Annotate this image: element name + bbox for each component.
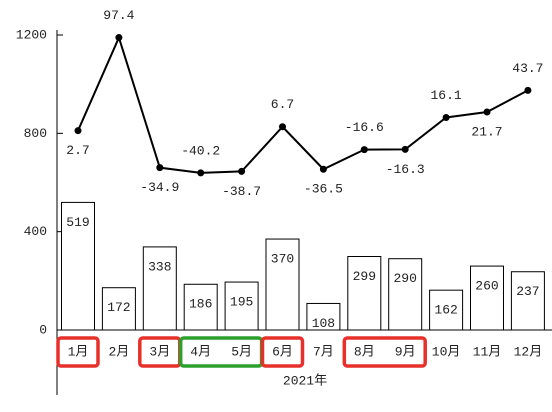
line-point <box>442 114 450 122</box>
bar-label: 186 <box>189 297 212 312</box>
bar-label: 172 <box>107 300 130 315</box>
bar <box>224 281 259 331</box>
bar <box>510 271 545 331</box>
x-tick-label: 9月 <box>395 344 416 359</box>
x-tick-label: 4月 <box>190 344 211 359</box>
x-tick-label: 3月 <box>149 344 170 359</box>
bar <box>470 265 504 331</box>
line-point <box>238 167 246 175</box>
bar <box>101 287 136 331</box>
line-point <box>197 169 205 177</box>
line-label: -38.7 <box>222 184 261 199</box>
bar-label: 237 <box>516 284 539 299</box>
bar-label: 290 <box>393 271 416 286</box>
line-label: 43.7 <box>512 61 543 76</box>
line-label: 97.4 <box>103 8 134 23</box>
highlight-box <box>260 336 305 368</box>
bar-label: 108 <box>312 316 335 331</box>
x-axis-label: 2021年 <box>283 373 327 388</box>
line-point <box>74 127 82 135</box>
line-point <box>401 145 409 153</box>
x-tick-label: 2月 <box>108 344 129 359</box>
line-point <box>524 86 532 94</box>
bar-label: 162 <box>434 303 457 318</box>
x-tick-label: 10月 <box>432 344 461 359</box>
bar-label: 370 <box>271 251 294 266</box>
bar <box>429 289 464 331</box>
line-point <box>115 34 123 42</box>
y-tick-label: 800 <box>24 126 47 141</box>
bar <box>265 238 300 331</box>
x-tick-label: 8月 <box>354 344 375 359</box>
x-tick-label: 5月 <box>231 344 252 359</box>
bar <box>306 302 341 331</box>
highlight-box <box>342 336 427 368</box>
bar <box>61 201 95 331</box>
y-tick-label: 400 <box>24 224 47 239</box>
x-tick-label: 11月 <box>473 344 502 359</box>
line-point <box>360 146 368 154</box>
line-label: -40.2 <box>181 143 220 158</box>
line-label: -36.5 <box>304 182 343 197</box>
x-tick-label: 12月 <box>514 344 543 359</box>
bar-label: 519 <box>66 215 89 230</box>
bar <box>142 246 177 331</box>
bar-label: 195 <box>230 295 253 310</box>
x-tick-label: 1月 <box>68 344 89 359</box>
line-label: -34.9 <box>140 180 179 195</box>
line-label: 21.7 <box>471 124 502 139</box>
line-point <box>156 164 164 172</box>
line-label: -16.6 <box>345 120 384 135</box>
line-label: -16.3 <box>386 162 425 177</box>
bar-label: 299 <box>353 269 376 284</box>
bar <box>388 258 423 331</box>
bar-label: 260 <box>475 279 498 294</box>
bar-label: 338 <box>148 259 171 274</box>
bar <box>347 255 382 331</box>
y-tick-label: 0 <box>39 322 47 337</box>
line-label: 16.1 <box>430 88 461 103</box>
y-tick-label: 1200 <box>16 27 47 42</box>
bar <box>183 283 218 331</box>
line-point <box>319 165 327 173</box>
line-point <box>483 108 491 116</box>
line-point <box>279 123 286 131</box>
line-label: 6.7 <box>271 97 294 112</box>
highlight-box <box>56 336 100 368</box>
x-tick-label: 7月 <box>313 344 334 359</box>
line <box>77 34 529 174</box>
x-tick-label: 6月 <box>272 344 293 359</box>
line-label: 2.7 <box>66 143 89 158</box>
